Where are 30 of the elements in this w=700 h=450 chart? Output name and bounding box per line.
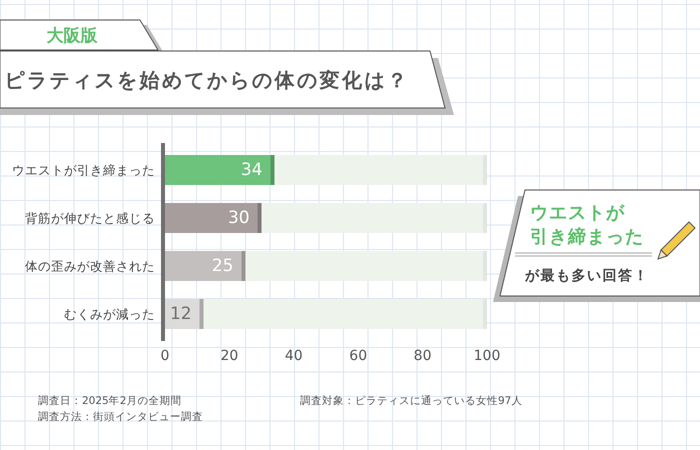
x-tick-label: 0	[160, 348, 170, 364]
bar	[246, 251, 487, 281]
text: 引き締まった	[530, 226, 644, 248]
x-tick-label: 80	[414, 348, 432, 364]
bar	[262, 203, 487, 233]
data-label: 25	[212, 256, 234, 276]
bar	[165, 203, 262, 233]
text: 調査日：2025年2月の全期間	[38, 394, 182, 407]
text: が最も多い回答！	[524, 268, 649, 284]
chart-subtitle: 大阪版	[46, 26, 98, 46]
x-tick-label: 60	[349, 348, 368, 364]
text: 調査方法：街頭インタビュー調査	[38, 410, 203, 423]
y-tick-label: 背筋が伸びたと感じる	[25, 210, 155, 226]
y-tick-label: 体の歪みが改善された	[25, 258, 155, 274]
data-label: 12	[170, 304, 192, 324]
chart-title: ピラティスを始めてからの体の変化は？	[4, 68, 410, 92]
bar	[274, 155, 487, 185]
bar	[165, 299, 204, 329]
data-label: 30	[228, 208, 250, 228]
bar	[165, 155, 274, 185]
x-tick-label: 100	[474, 348, 500, 364]
data-label: 34	[240, 160, 262, 180]
text: 調査対象：ピラティスに通っている女性97人	[300, 394, 522, 407]
bar	[165, 251, 246, 281]
text: ウエストが	[530, 202, 625, 224]
y-tick-label: むくみが減った	[64, 306, 155, 322]
x-tick-label: 20	[220, 348, 238, 364]
y-tick-label: ウエストが引き締まった	[12, 162, 155, 178]
x-tick-label: 40	[284, 348, 303, 364]
bar	[204, 299, 487, 329]
